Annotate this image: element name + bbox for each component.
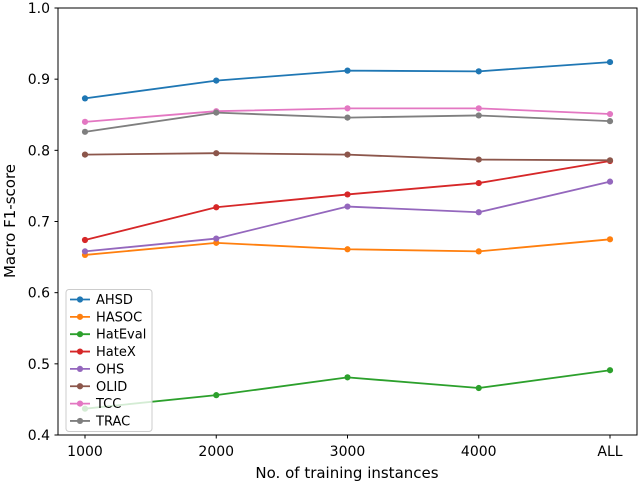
y-axis-label: Macro F1-score bbox=[1, 164, 19, 278]
data-point bbox=[213, 150, 220, 157]
data-point bbox=[606, 178, 614, 185]
data-point bbox=[344, 203, 351, 210]
data-point bbox=[475, 68, 482, 75]
data-point bbox=[475, 209, 482, 216]
y-tick-label: 1.0 bbox=[28, 1, 50, 17]
data-point bbox=[81, 248, 89, 255]
legend-marker bbox=[76, 348, 84, 355]
legend-label: TRAC bbox=[95, 414, 130, 429]
legend-entry-AHSD: AHSD bbox=[70, 293, 133, 308]
data-point bbox=[475, 384, 482, 392]
series-HatEval bbox=[81, 367, 614, 412]
data-point bbox=[606, 118, 614, 125]
legend-entry-HateX: HateX bbox=[70, 345, 136, 360]
data-point bbox=[475, 248, 482, 255]
x-tick-label: 3000 bbox=[330, 444, 366, 460]
data-point bbox=[344, 246, 351, 253]
legend-label: HatEval bbox=[96, 328, 146, 343]
legend-marker bbox=[76, 417, 84, 425]
legend-entry-TRAC: TRAC bbox=[70, 414, 130, 429]
data-point bbox=[81, 118, 89, 125]
x-tick-label: ALL bbox=[597, 444, 622, 460]
data-point bbox=[213, 204, 220, 211]
x-tick-label: 2000 bbox=[198, 444, 234, 460]
series-HateX bbox=[81, 157, 614, 244]
data-point bbox=[344, 67, 351, 74]
legend-label: TCC bbox=[95, 397, 121, 412]
data-point bbox=[475, 179, 482, 187]
y-tick-label: 0.4 bbox=[28, 428, 50, 444]
data-point bbox=[213, 109, 220, 116]
data-point bbox=[606, 58, 614, 66]
x-tick-label: 4000 bbox=[461, 444, 497, 460]
data-point bbox=[475, 156, 482, 163]
legend: AHSD HASOC HatEval HateX OHS OLID TCC TRAC bbox=[65, 289, 153, 432]
data-point bbox=[213, 239, 220, 246]
legend-entry-OHS: OHS bbox=[70, 362, 124, 377]
data-point bbox=[344, 191, 351, 198]
data-point bbox=[344, 151, 351, 158]
series-TCC bbox=[81, 105, 614, 125]
x-axis-label: No. of training instances bbox=[255, 464, 438, 482]
legend-label: HateX bbox=[96, 345, 136, 360]
legend-marker bbox=[76, 383, 84, 390]
data-point bbox=[606, 367, 614, 374]
legend-marker bbox=[76, 296, 84, 303]
x-tick-label: 1000 bbox=[67, 444, 103, 460]
legend-marker bbox=[76, 365, 84, 372]
legend-entry-OLID: OLID bbox=[70, 380, 127, 395]
data-point bbox=[213, 77, 220, 84]
legend-box bbox=[65, 289, 153, 432]
data-point bbox=[213, 392, 220, 399]
data-point bbox=[81, 95, 89, 102]
legend-label: AHSD bbox=[96, 293, 133, 308]
legend-entry-HASOC: HASOC bbox=[70, 310, 142, 325]
y-tick-label: 0.7 bbox=[28, 215, 50, 231]
legend-marker bbox=[76, 400, 84, 407]
axes-layer: 1.0 0.9 0.8 0.7 0.6 0.5 0.4 1000 2000 3000 4000 ALL bbox=[28, 1, 638, 460]
data-point bbox=[81, 151, 89, 158]
legend-label: OHS bbox=[96, 362, 124, 377]
data-point bbox=[81, 236, 89, 244]
legend-label: OLID bbox=[96, 380, 127, 395]
data-point bbox=[606, 110, 614, 118]
y-tick-label: 0.9 bbox=[28, 72, 50, 88]
y-tick-label: 0.5 bbox=[28, 357, 50, 373]
series-AHSD bbox=[81, 58, 614, 102]
series-OLID bbox=[81, 150, 614, 164]
legend-entry-TCC: TCC bbox=[70, 397, 121, 412]
series-OHS bbox=[81, 178, 614, 255]
y-tick-label: 0.6 bbox=[28, 286, 50, 302]
legend-marker bbox=[76, 313, 84, 320]
legend-marker bbox=[76, 331, 84, 338]
data-point bbox=[475, 105, 482, 112]
legend-label: HASOC bbox=[96, 310, 142, 325]
series-layer bbox=[81, 58, 614, 412]
y-tick-label: 0.8 bbox=[28, 143, 50, 159]
series-TRAC bbox=[81, 109, 614, 135]
series-HASOC bbox=[81, 236, 614, 259]
data-point bbox=[475, 112, 482, 119]
data-point bbox=[81, 128, 89, 135]
data-point bbox=[344, 105, 351, 112]
data-point bbox=[606, 236, 614, 243]
legend-entry-HatEval: HatEval bbox=[70, 328, 146, 343]
data-point bbox=[606, 157, 614, 164]
data-point bbox=[344, 114, 351, 121]
data-point bbox=[213, 235, 220, 242]
data-point bbox=[344, 374, 351, 381]
